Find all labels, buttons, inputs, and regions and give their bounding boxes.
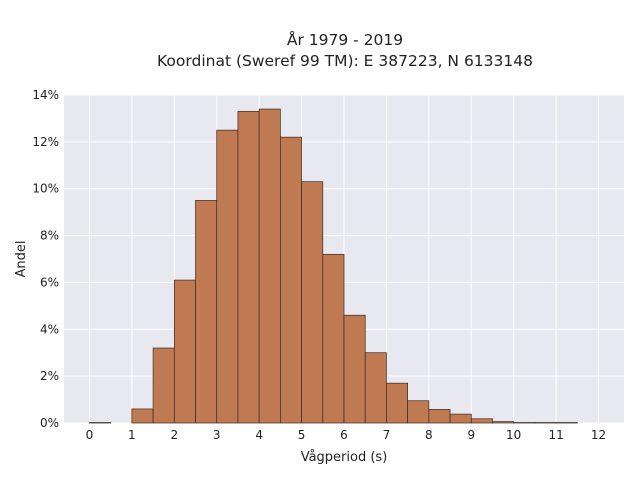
- x-tick-label: 1: [128, 428, 136, 442]
- y-tick-label: 14%: [32, 88, 59, 102]
- histogram-bar: [428, 409, 451, 424]
- histogram-bar: [343, 314, 366, 424]
- x-tick-label: 12: [591, 428, 606, 442]
- x-tick-label: 11: [548, 428, 563, 442]
- histogram-bar: [322, 253, 345, 424]
- histogram-bar: [470, 418, 493, 424]
- histogram-bar: [555, 422, 578, 424]
- histogram-bar: [386, 382, 408, 424]
- histogram-bar: [449, 413, 472, 424]
- y-tick-label: 4%: [40, 322, 59, 336]
- histogram-bar: [89, 422, 112, 424]
- histogram-bar: [152, 347, 175, 424]
- y-axis-ticks: 0% 2% 4% 6% 8% 10% 12% 14%: [32, 88, 59, 430]
- histogram-bar: [195, 200, 218, 424]
- histogram-bar: [407, 400, 430, 424]
- x-tick-label: 6: [340, 428, 348, 442]
- histogram-bar: [364, 352, 387, 424]
- x-axis-ticks: 0 1 2 3 4 5 6 7 8 9 10 11 12: [86, 428, 607, 442]
- y-tick-label: 6%: [40, 275, 59, 289]
- histogram-bar: [513, 422, 536, 424]
- x-tick-label: 5: [298, 428, 306, 442]
- y-tick-label: 10%: [32, 182, 59, 196]
- x-tick-label: 8: [425, 428, 433, 442]
- chart-title-line2: Koordinat (Sweref 99 TM): E 387223, N 61…: [157, 52, 533, 70]
- y-tick-label: 0%: [40, 416, 59, 430]
- histogram-bar: [301, 181, 324, 424]
- histogram-bar: [237, 111, 260, 424]
- histogram-bar: [216, 129, 239, 424]
- histogram-bar: [258, 108, 281, 424]
- x-axis-label: Vågperiod (s): [301, 450, 388, 465]
- x-tick-label: 0: [86, 428, 94, 442]
- histogram-bars: [89, 108, 578, 424]
- y-tick-label: 2%: [40, 369, 59, 383]
- histogram-bar: [492, 421, 515, 424]
- histogram-bar: [131, 408, 154, 424]
- chart-title-line1: År 1979 - 2019: [287, 30, 403, 49]
- y-tick-label: 12%: [32, 135, 59, 149]
- x-tick-label: 3: [213, 428, 221, 442]
- histogram-bar: [280, 136, 302, 424]
- histogram-bar: [173, 279, 196, 424]
- x-tick-label: 9: [467, 428, 475, 442]
- x-tick-label: 4: [255, 428, 263, 442]
- x-tick-label: 10: [506, 428, 521, 442]
- y-axis-label: Andel: [14, 241, 29, 278]
- x-tick-label: 2: [170, 428, 178, 442]
- histogram-bar: [534, 422, 557, 424]
- x-tick-label: 7: [383, 428, 391, 442]
- y-tick-label: 8%: [40, 229, 59, 243]
